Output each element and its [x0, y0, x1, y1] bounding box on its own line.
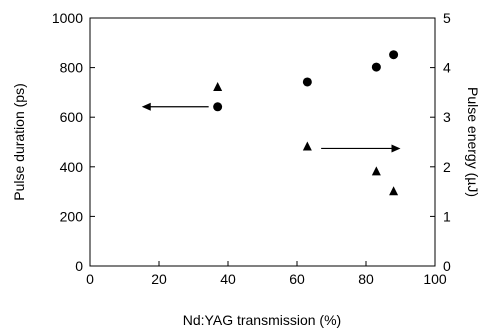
- circle-data-point: [389, 50, 399, 60]
- x-axis: 0 20 40 60 80 100: [86, 261, 447, 287]
- arrow-head: [141, 102, 151, 111]
- x-tick-label: 0: [86, 271, 94, 287]
- y-left-tick-label: 200: [60, 208, 84, 224]
- y-right-tick-label: 3: [443, 109, 451, 125]
- y-right-tick-label: 1: [443, 208, 451, 224]
- y-axis-left: 0 200 400 600 800 1000: [52, 10, 95, 274]
- y-right-tick-label: 5: [443, 10, 451, 26]
- y-left-tick-label: 1000: [52, 10, 83, 26]
- annotation-arrows: [141, 102, 401, 153]
- arrow-head: [391, 144, 401, 153]
- y-axis-right-title: Pulse energy (µJ): [465, 87, 481, 197]
- y-left-tick-label: 400: [60, 159, 84, 175]
- triangle-data-point: [213, 82, 223, 92]
- y-left-tick-label: 600: [60, 109, 84, 125]
- x-tick-label: 80: [358, 271, 374, 287]
- x-tick-label: 40: [220, 271, 236, 287]
- y-right-tick-label: 0: [443, 258, 451, 274]
- y-right-tick-label: 4: [443, 60, 451, 76]
- y-right-tick-label: 2: [443, 159, 451, 175]
- circle-data-point: [213, 102, 223, 112]
- y-axis-right: 0 1 2 3 4 5: [430, 10, 451, 274]
- y-left-tick-label: 800: [60, 60, 84, 76]
- y-left-tick-label: 0: [75, 258, 83, 274]
- circle-data-point: [302, 77, 312, 87]
- triangle-data-point: [371, 166, 381, 176]
- x-tick-label: 100: [423, 271, 447, 287]
- circle-data-point: [371, 62, 381, 72]
- x-tick-label: 60: [289, 271, 305, 287]
- triangle-data-point: [302, 141, 312, 151]
- y-axis-left-title: Pulse duration (ps): [11, 83, 27, 201]
- triangle-data-point: [389, 186, 399, 196]
- data-marks: [213, 50, 399, 196]
- x-axis-title: Nd:YAG transmission (%): [183, 312, 341, 328]
- x-tick-label: 20: [151, 271, 167, 287]
- plot-frame: [89, 17, 436, 267]
